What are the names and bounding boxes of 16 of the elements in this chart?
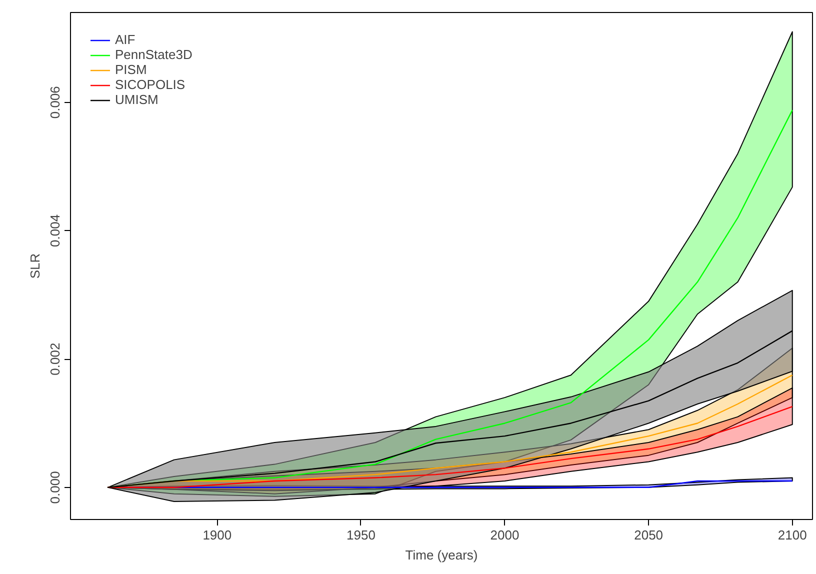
y-tick-label: 0.004 bbox=[48, 214, 62, 247]
y-tick-label: 0.002 bbox=[48, 342, 62, 376]
x-tick-label: 1900 bbox=[202, 528, 232, 542]
legend-label: SICOPOLIS bbox=[115, 77, 186, 92]
x-axis-title: Time (years) bbox=[405, 548, 478, 562]
x-tick-label: 1950 bbox=[346, 528, 376, 542]
legend-label: UMISM bbox=[115, 92, 158, 107]
legend-label: PennState3D bbox=[115, 47, 192, 62]
x-tick-label: 2050 bbox=[634, 528, 664, 542]
legend-label: AIF bbox=[115, 32, 136, 47]
y-tick-label: 0.006 bbox=[48, 86, 62, 119]
legend-label: PISM bbox=[115, 62, 147, 77]
y-axis-title: SLR bbox=[28, 253, 42, 279]
y-tick-label: 0.000 bbox=[48, 471, 62, 504]
x-tick-label: 2000 bbox=[490, 528, 520, 542]
x-tick-label: 2100 bbox=[778, 528, 807, 542]
